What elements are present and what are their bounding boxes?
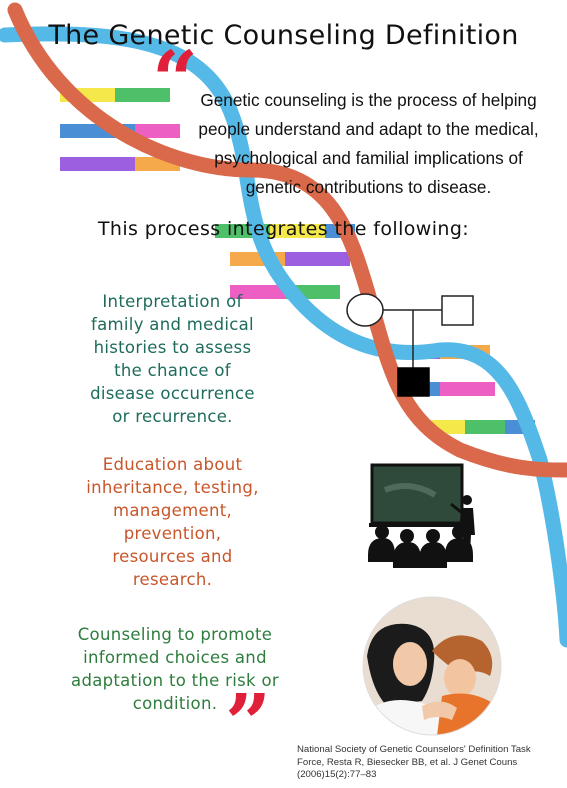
item-line: condition. <box>132 694 218 713</box>
definition-line: Genetic counseling is the process of hel… <box>200 90 537 110</box>
item-line: Education about <box>102 455 243 474</box>
dna-rung-segment <box>115 88 170 102</box>
definition-line: psychological and familial implications … <box>214 148 523 168</box>
item-line: resources and <box>112 547 233 566</box>
citation: National Society of Genetic Counselors' … <box>297 744 547 782</box>
item-line: family and medical <box>91 315 254 334</box>
dna-rung-segment <box>270 224 325 238</box>
item-line: Counseling to promote <box>77 625 273 644</box>
dna-rung-segment <box>60 157 135 171</box>
item-education: Education about inheritance, testing, ma… <box>55 453 290 591</box>
citation-line: (2006)15(2):77–83 <box>297 769 377 780</box>
item-line: Interpretation of <box>102 292 243 311</box>
dna-rung-segment <box>135 124 180 138</box>
item-line: disease occurrence <box>90 384 255 403</box>
counseling-illustration <box>362 596 502 736</box>
item-line: inheritance, testing, <box>86 478 259 497</box>
dna-strand-orange <box>7 2 567 478</box>
definition-text: Genetic counseling is the process of hel… <box>196 86 541 202</box>
classroom-icon <box>368 463 475 568</box>
process-subheading: This process integrates the following: <box>97 218 470 240</box>
item-line: management, <box>112 501 233 520</box>
definition-line: genetic contributions to disease. <box>245 177 492 197</box>
dna-rung-segment <box>230 285 285 299</box>
citation-line: National Society of Genetic Counselors' … <box>297 744 531 755</box>
item-line: informed choices and <box>83 648 267 667</box>
item-line: or recurrence. <box>112 407 233 426</box>
open-quote-mark: “ <box>152 33 199 127</box>
close-quote-mark: ” <box>225 676 272 770</box>
item-line: prevention, <box>123 524 222 543</box>
dna-rung-segment <box>465 420 505 434</box>
citation-line: Force, Resta R, Biesecker BB, et al. J G… <box>297 756 518 768</box>
item-line: research. <box>132 570 213 589</box>
pedigree-icon <box>346 293 474 397</box>
item-counseling: Counseling to promote informed choices a… <box>45 623 305 715</box>
dna-rung-segment <box>285 252 350 266</box>
item-interpretation: Interpretation of family and medical his… <box>55 290 290 428</box>
item-line: adaptation to the risk or <box>71 671 279 690</box>
item-line: the chance of <box>114 361 231 380</box>
page-title: The Genetic Counseling Definition <box>48 20 519 51</box>
item-line: histories to assess <box>93 338 252 357</box>
definition-line: people understand and adapt to the medic… <box>198 119 539 139</box>
dna-rung-segment <box>440 382 495 396</box>
